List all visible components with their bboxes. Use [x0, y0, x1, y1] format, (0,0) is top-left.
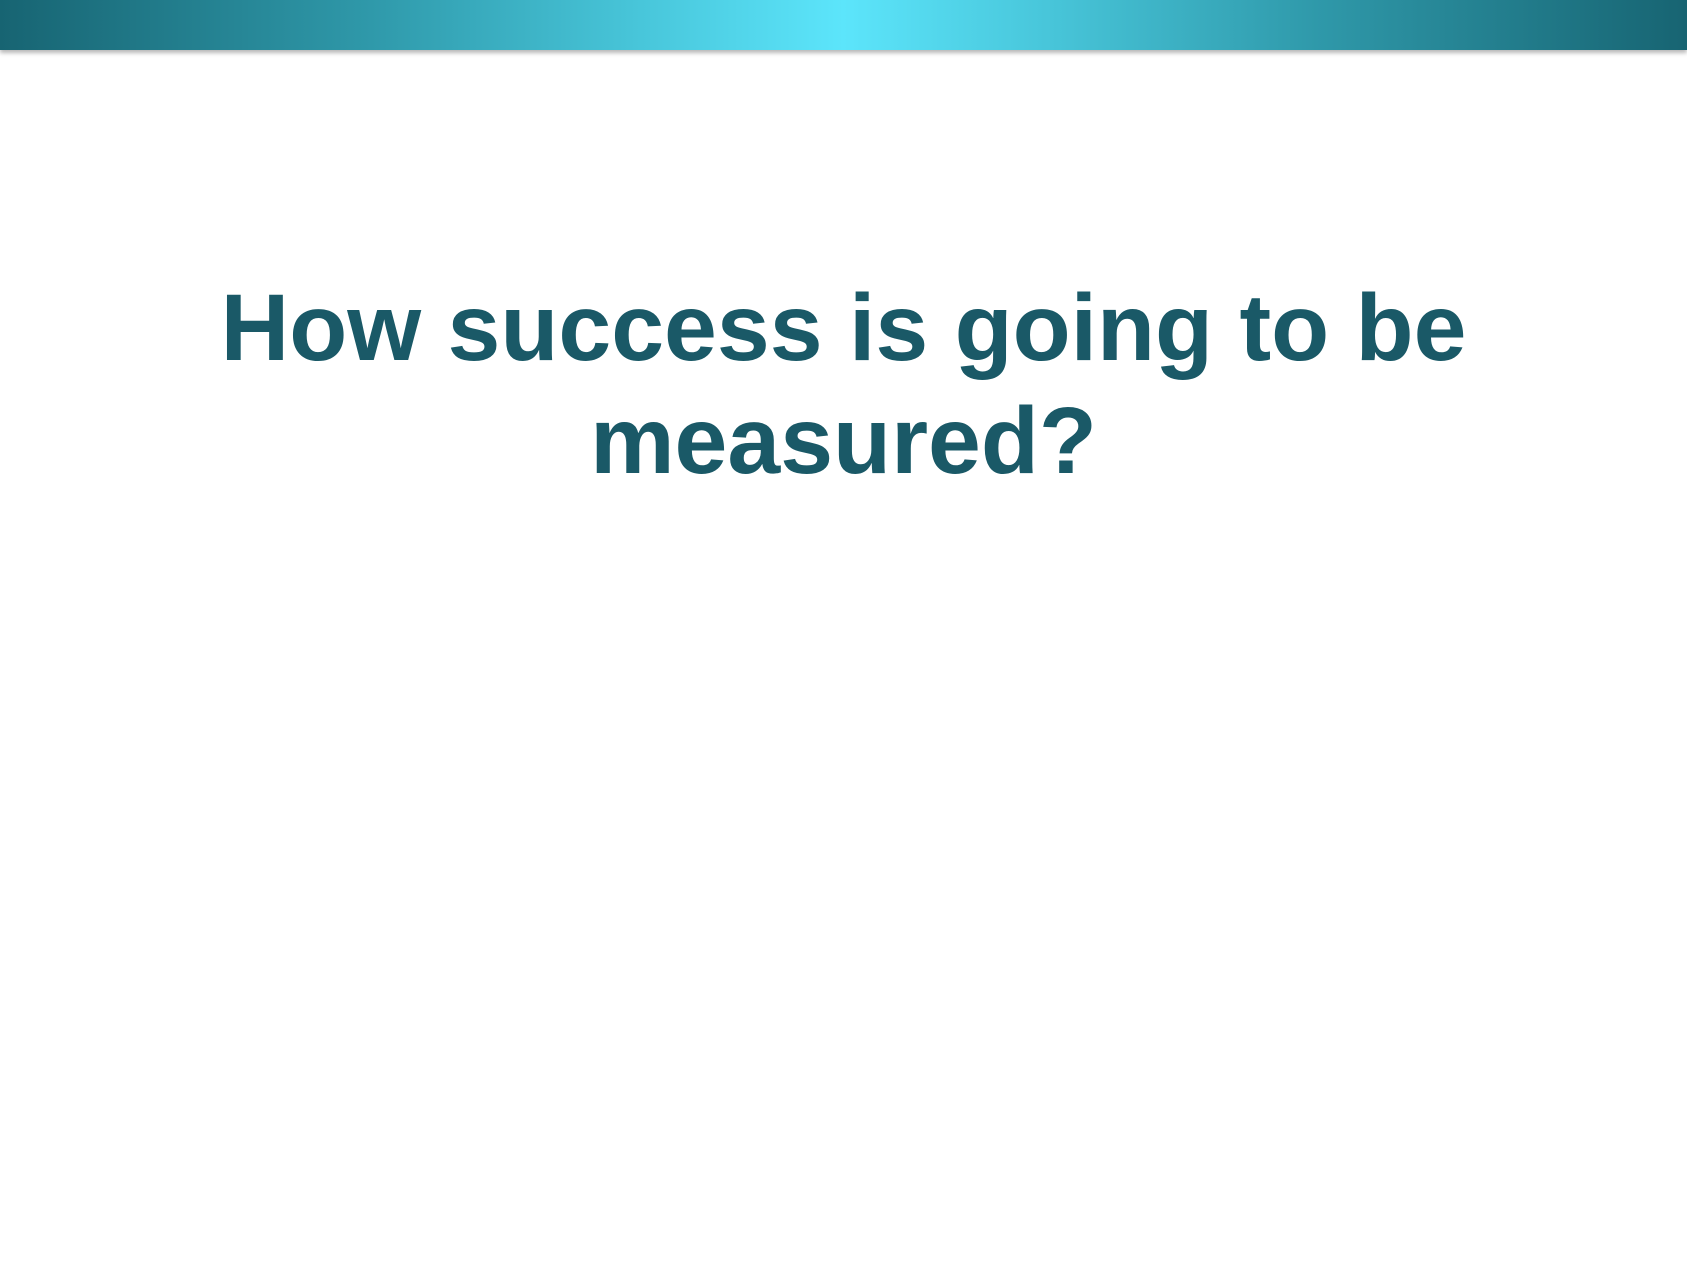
header-gradient-bar	[0, 0, 1687, 50]
slide-title: How success is going to be measured?	[220, 275, 1467, 494]
